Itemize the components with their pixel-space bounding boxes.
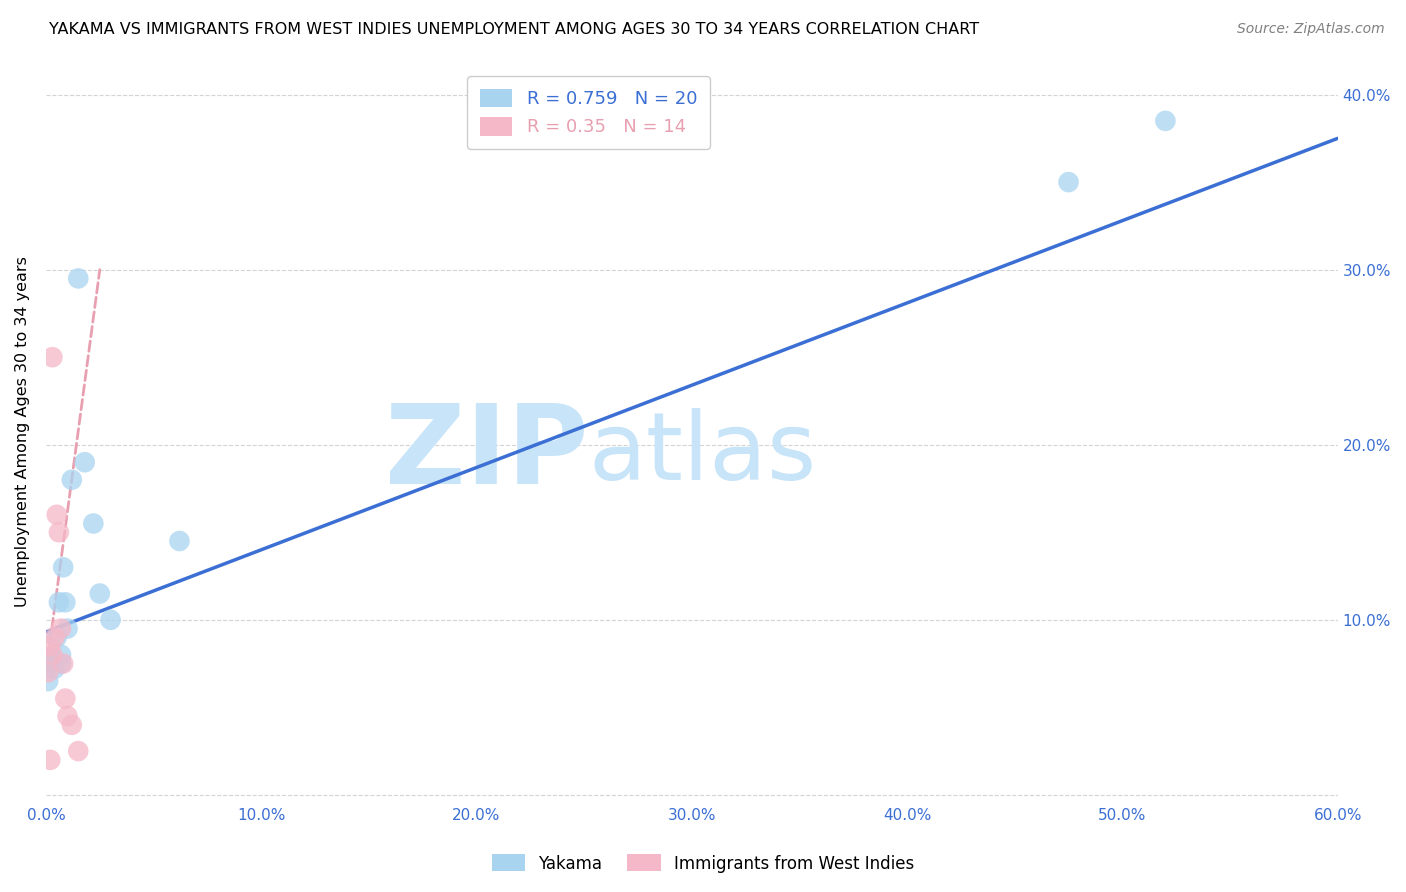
- Point: [60, 718, 83, 732]
- Point: [45, 630, 67, 644]
- Point: [39, 639, 62, 653]
- Point: [49, 622, 72, 636]
- Point: [60, 473, 83, 487]
- Text: YAKAMA VS IMMIGRANTS FROM WEST INDIES UNEMPLOYMENT AMONG AGES 30 TO 34 YEARS COR: YAKAMA VS IMMIGRANTS FROM WEST INDIES UN…: [49, 22, 980, 37]
- Point: [67, 271, 90, 285]
- Point: [39, 657, 62, 671]
- Point: [56, 709, 79, 723]
- Legend: Yakama, Immigrants from West Indies: Yakama, Immigrants from West Indies: [485, 847, 921, 880]
- Point: [53, 595, 76, 609]
- Legend: R = 0.759   N = 20, R = 0.35   N = 14: R = 0.759 N = 20, R = 0.35 N = 14: [467, 76, 710, 149]
- Point: [48, 595, 70, 609]
- Point: [1057, 175, 1080, 189]
- Point: [73, 455, 96, 469]
- Point: [37, 665, 59, 680]
- Point: [37, 674, 59, 689]
- Point: [56, 622, 79, 636]
- Point: [82, 516, 104, 531]
- Point: [1154, 114, 1177, 128]
- Point: [53, 691, 76, 706]
- Text: atlas: atlas: [589, 408, 817, 500]
- Point: [44, 630, 66, 644]
- Point: [41, 651, 63, 665]
- Point: [41, 648, 63, 662]
- Point: [67, 744, 90, 758]
- Point: [45, 508, 67, 522]
- Point: [52, 657, 75, 671]
- Text: Source: ZipAtlas.com: Source: ZipAtlas.com: [1237, 22, 1385, 37]
- Point: [41, 350, 63, 364]
- Point: [89, 586, 111, 600]
- Point: [48, 525, 70, 540]
- Point: [49, 648, 72, 662]
- Point: [169, 534, 191, 549]
- Text: ZIP: ZIP: [385, 401, 589, 508]
- Y-axis label: Unemployment Among Ages 30 to 34 years: Unemployment Among Ages 30 to 34 years: [15, 256, 30, 607]
- Point: [39, 753, 62, 767]
- Point: [52, 560, 75, 574]
- Point: [44, 662, 66, 676]
- Point: [100, 613, 122, 627]
- Point: [49, 657, 72, 671]
